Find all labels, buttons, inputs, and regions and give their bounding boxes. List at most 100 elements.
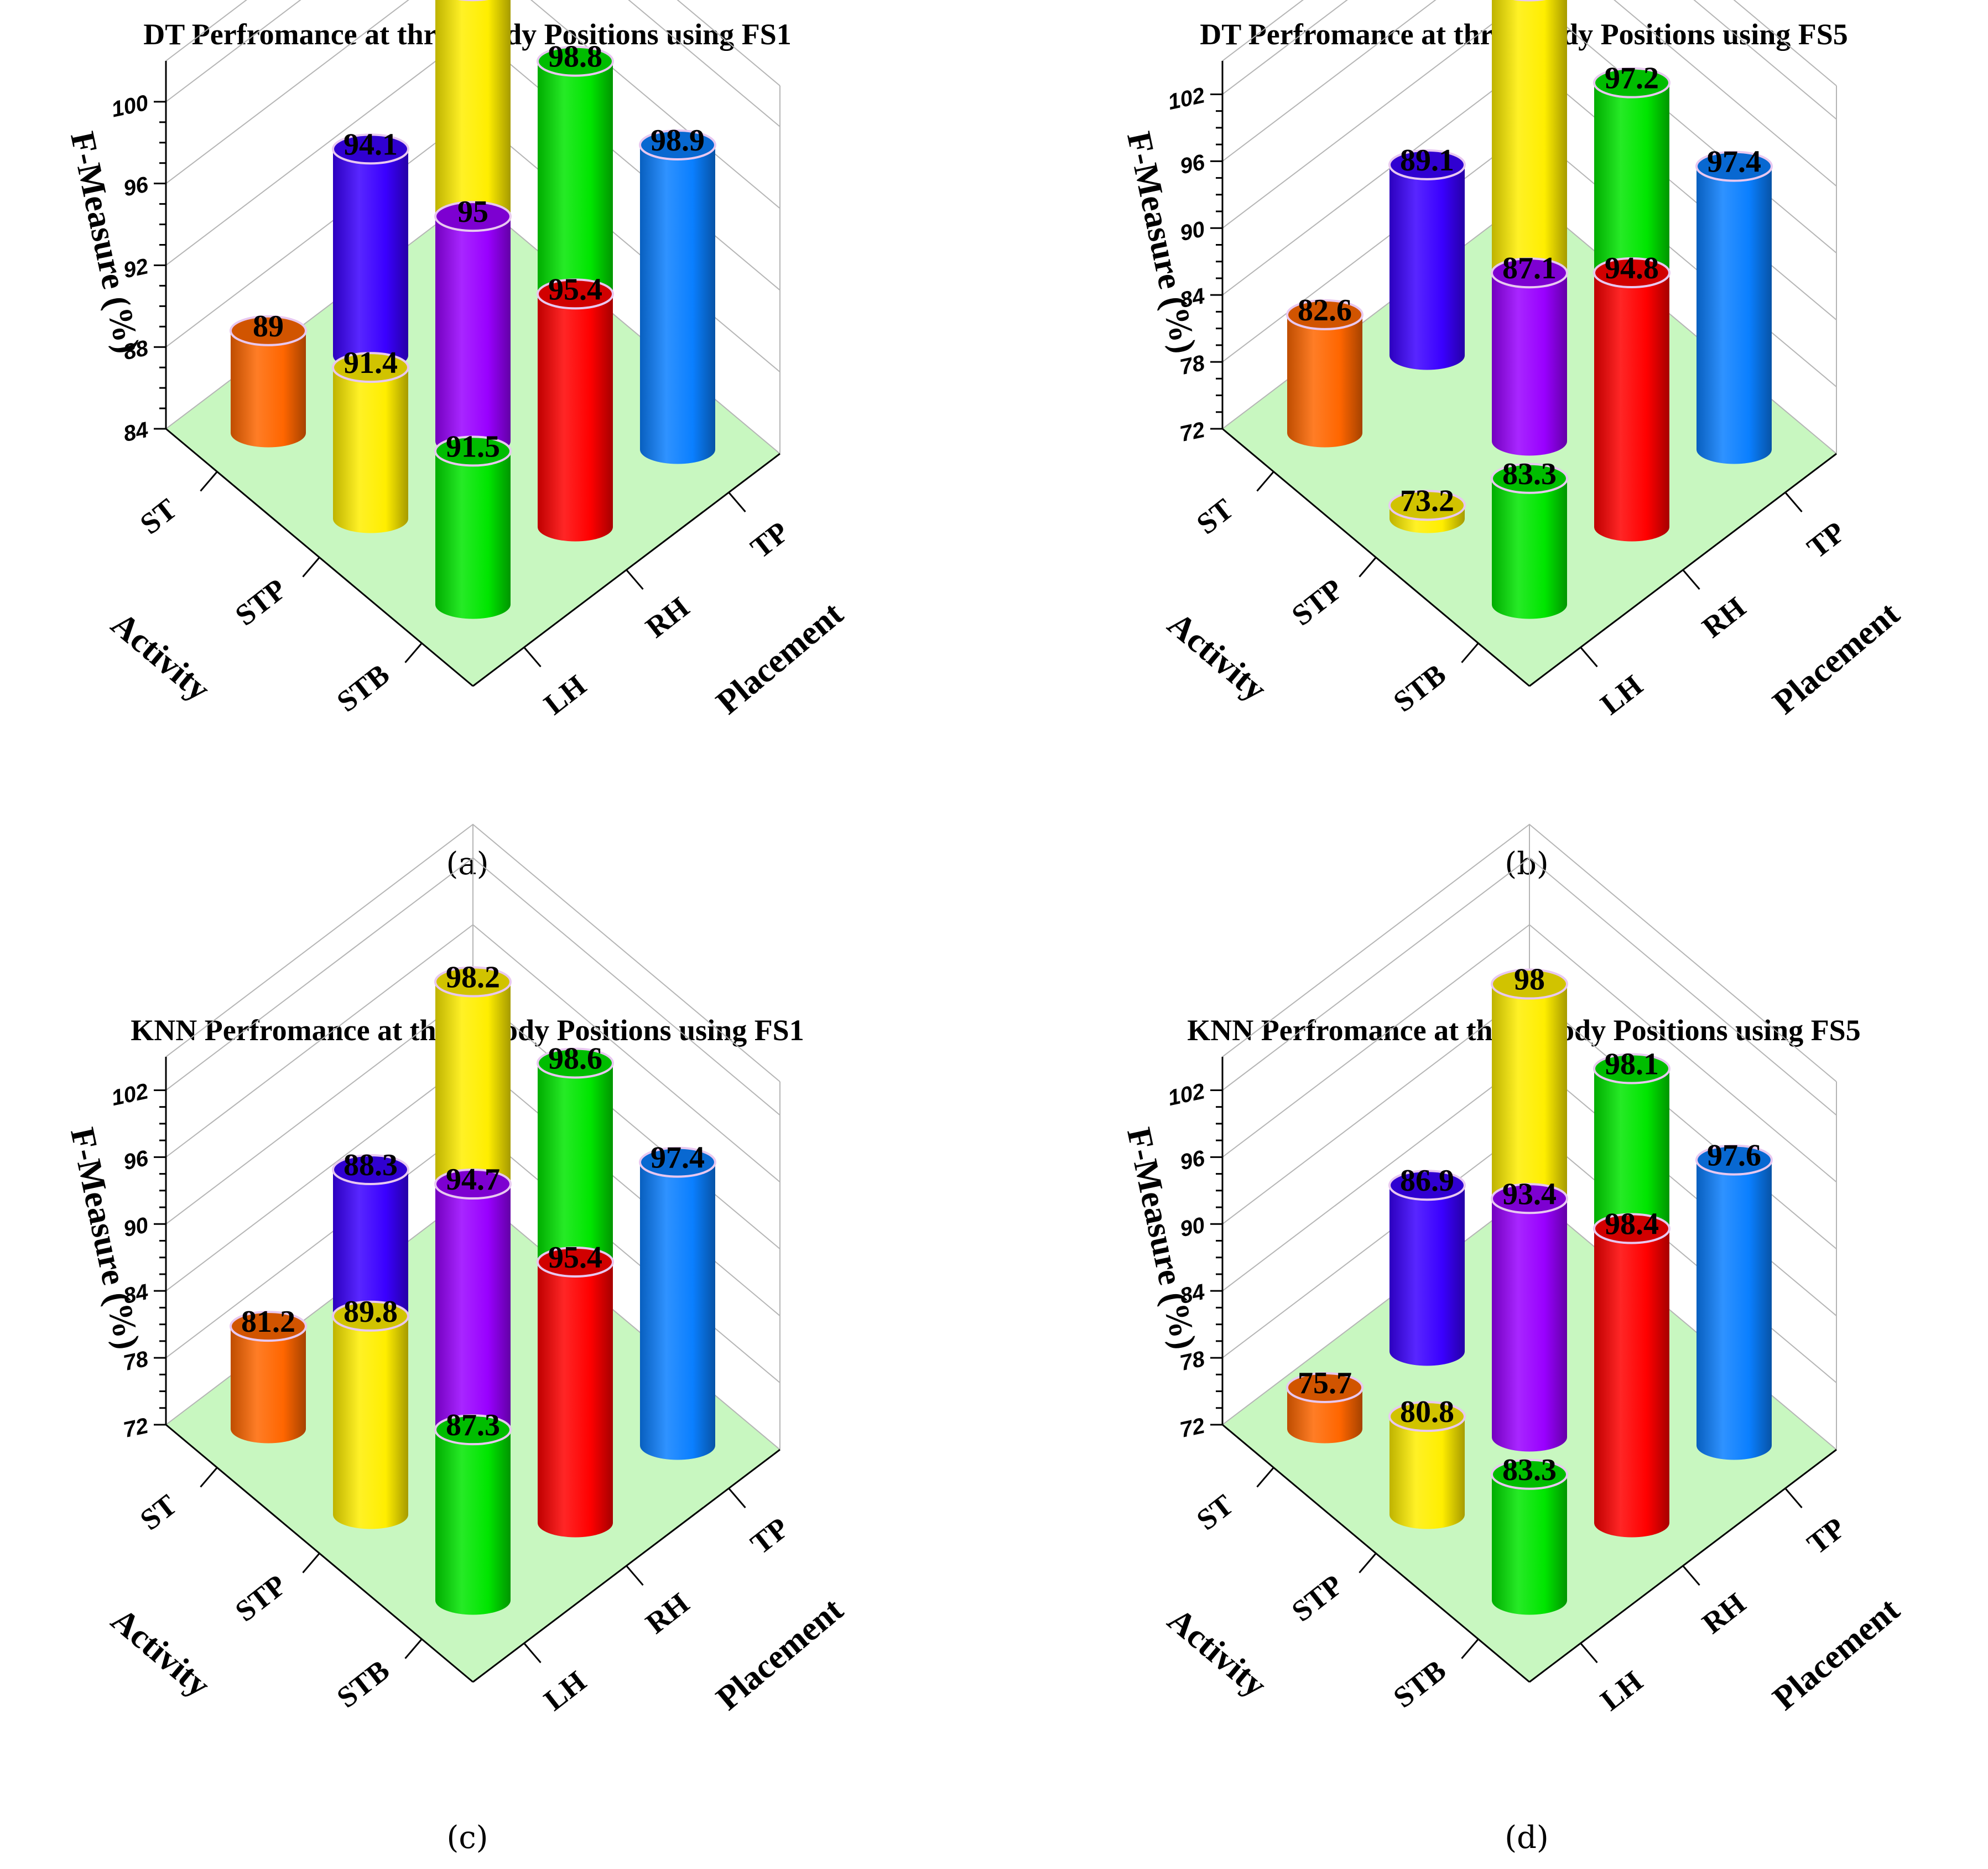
activity-tick bbox=[200, 1467, 218, 1488]
z-tick-label: 92 bbox=[121, 254, 150, 283]
bar-body bbox=[1492, 273, 1567, 456]
bar-value-label: 98.9 bbox=[650, 123, 705, 158]
bar-body bbox=[1389, 1416, 1465, 1529]
bar-top bbox=[1593, 1053, 1670, 1084]
bar-value-label: 91.4 bbox=[344, 346, 398, 380]
wall-top bbox=[1222, 0, 1837, 86]
bar-top bbox=[434, 201, 512, 232]
placement-tick bbox=[523, 1643, 542, 1663]
bar-top bbox=[434, 966, 512, 998]
bar-stp-rh: 93.4 bbox=[1491, 1177, 1568, 1452]
bar-stp-rh: 94.7 bbox=[434, 1162, 512, 1452]
bar-value-label: 94.1 bbox=[344, 127, 398, 162]
chart-panel-4: KNN Perfromance at three Body Positions … bbox=[1120, 823, 1907, 1856]
bar-value-label: 91.5 bbox=[446, 429, 500, 464]
bar-body bbox=[1696, 1160, 1772, 1460]
bar-body bbox=[1389, 164, 1465, 370]
bar-value-label: 94.7 bbox=[446, 1162, 500, 1197]
bar-top bbox=[332, 1154, 409, 1186]
bar-value-label: 94.8 bbox=[1605, 251, 1659, 285]
bar-st-rh: 86.9 bbox=[1388, 1164, 1466, 1366]
bar-top bbox=[434, 435, 512, 467]
bar-top bbox=[1286, 1372, 1364, 1403]
bar-value-label: 97.4 bbox=[1707, 145, 1761, 179]
activity-tick bbox=[200, 471, 218, 492]
bar-top bbox=[537, 45, 614, 77]
bar-body bbox=[1287, 314, 1362, 448]
bar-body bbox=[1287, 1387, 1362, 1444]
placement-tick bbox=[728, 492, 746, 512]
bar-value-label: 88.3 bbox=[344, 1148, 398, 1182]
bar-stb-rh: 95.4 bbox=[537, 272, 614, 542]
bar-st-rh: 94.1 bbox=[332, 127, 409, 370]
bar-value-label: 89.8 bbox=[344, 1295, 398, 1329]
bar-st-lh: 81.2 bbox=[230, 1305, 307, 1444]
panel-caption: (c) bbox=[446, 1820, 488, 1856]
bar-body bbox=[640, 145, 715, 464]
bar-stb-rh: 94.8 bbox=[1593, 251, 1670, 542]
bar-st-rh: 89.1 bbox=[1388, 143, 1466, 370]
bar-value-label: 98.6 bbox=[548, 1041, 602, 1076]
bar-body bbox=[231, 330, 306, 448]
bar-body bbox=[538, 1261, 613, 1538]
bar-top bbox=[332, 133, 409, 165]
placement-tick bbox=[1784, 492, 1803, 512]
bar-body bbox=[1492, 1198, 1567, 1452]
bar-top bbox=[639, 129, 716, 161]
placement-tick bbox=[1580, 1643, 1598, 1663]
bar-value-label: 98.1 bbox=[1605, 1047, 1659, 1082]
bar-body bbox=[1594, 1228, 1669, 1538]
activity-tick bbox=[302, 557, 320, 578]
activity-tick bbox=[1256, 1467, 1274, 1488]
bar-value-label: 87.3 bbox=[446, 1408, 500, 1442]
bar-stp-lh: 80.8 bbox=[1388, 1395, 1466, 1529]
bar-value-label: 82.6 bbox=[1298, 293, 1352, 328]
wall-top bbox=[165, 0, 780, 86]
bar-value-label: 86.9 bbox=[1400, 1164, 1454, 1198]
bar-stb-tp: 98.9 bbox=[639, 123, 716, 464]
bar-body bbox=[435, 451, 511, 619]
bar-top bbox=[230, 1311, 307, 1342]
bar-stb-lh: 87.3 bbox=[434, 1408, 512, 1615]
z-tick-label: 84 bbox=[1178, 284, 1207, 313]
z-tick-label: 72 bbox=[121, 1414, 150, 1442]
bar-st-lh: 82.6 bbox=[1286, 293, 1364, 448]
bar-value-label: 97.2 bbox=[1605, 61, 1659, 96]
activity-tick bbox=[1359, 1553, 1377, 1574]
bar-value-label: 83.3 bbox=[1502, 457, 1557, 491]
bar-top bbox=[1491, 257, 1568, 289]
bar-top bbox=[537, 1246, 614, 1278]
activity-tick bbox=[1359, 557, 1377, 578]
placement-tick bbox=[626, 569, 644, 590]
bar-body bbox=[1594, 273, 1669, 542]
z-tick-label: 78 bbox=[1178, 1347, 1207, 1375]
bar-top bbox=[1593, 67, 1670, 98]
panel-caption: (d) bbox=[1505, 1820, 1549, 1856]
z-tick-label: 96 bbox=[1178, 150, 1207, 179]
placement-tick bbox=[1682, 1565, 1700, 1586]
bar-top bbox=[1388, 490, 1466, 521]
z-tick-label: 72 bbox=[1178, 418, 1207, 447]
activity-tick bbox=[404, 1638, 423, 1659]
placement-tick bbox=[728, 1488, 746, 1508]
bar-top bbox=[1388, 1170, 1466, 1201]
bar-top bbox=[537, 1047, 614, 1079]
bar-st-lh: 75.7 bbox=[1286, 1366, 1364, 1444]
bar-body bbox=[1492, 1474, 1567, 1615]
bar-value-label: 93.4 bbox=[1502, 1177, 1557, 1211]
bar-stb-lh: 83.3 bbox=[1491, 457, 1568, 619]
placement-tick bbox=[523, 647, 542, 667]
bar-body bbox=[435, 216, 511, 456]
bar-stb-rh: 95.4 bbox=[537, 1240, 614, 1538]
bar-top bbox=[230, 315, 307, 346]
grid-line bbox=[165, 0, 780, 209]
bar-body bbox=[1492, 478, 1567, 619]
bar-value-label: 80.8 bbox=[1400, 1395, 1454, 1429]
z-tick-label: 90 bbox=[1178, 1213, 1207, 1242]
z-tick-label: 88 bbox=[121, 336, 150, 365]
bar-top bbox=[332, 352, 409, 383]
bar-body bbox=[333, 1316, 408, 1529]
bar-top bbox=[1286, 299, 1364, 330]
bar-body bbox=[640, 1162, 715, 1460]
